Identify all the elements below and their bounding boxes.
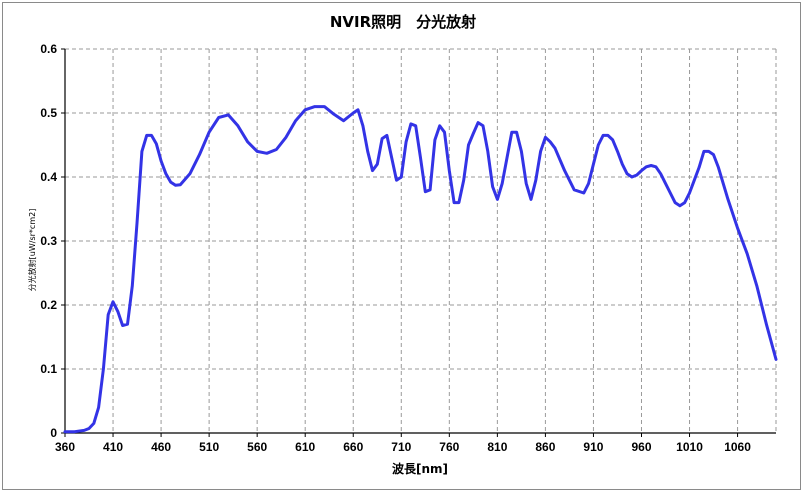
x-tick-label: 1060 bbox=[724, 440, 751, 454]
x-tick-label: 1010 bbox=[676, 440, 703, 454]
y-tick-label: 0.3 bbox=[40, 234, 57, 248]
y-tick-labels: 0 0.1 0.2 0.3 0.4 0.5 0.6 bbox=[40, 42, 57, 440]
x-tick-label: 610 bbox=[295, 440, 315, 454]
grid-lines bbox=[65, 48, 777, 433]
x-tick-label: 760 bbox=[439, 440, 459, 454]
y-tick-label: 0.1 bbox=[40, 362, 57, 376]
y-axis-label: 分光放射[uW/sr*cm2] bbox=[27, 209, 37, 292]
x-tick-labels: 360 410 460 510 560 610 660 710 760 810 860 910 960 1… bbox=[55, 440, 751, 454]
x-tick-label: 660 bbox=[343, 440, 363, 454]
axes bbox=[61, 48, 776, 437]
x-tick-label: 910 bbox=[583, 440, 603, 454]
chart-title: NVIR照明 分光放射 bbox=[330, 13, 476, 31]
y-tick-label: 0.6 bbox=[40, 42, 57, 56]
series-line bbox=[63, 105, 778, 434]
y-tick-label: 0 bbox=[50, 426, 57, 440]
y-tick-label: 0.2 bbox=[40, 298, 57, 312]
x-tick-label: 860 bbox=[535, 440, 555, 454]
x-tick-label: 560 bbox=[247, 440, 267, 454]
x-axis-label: 波長[nm] bbox=[392, 461, 448, 476]
y-tick-label: 0.5 bbox=[40, 106, 57, 120]
y-tick-label: 0.4 bbox=[40, 170, 57, 184]
x-tick-label: 960 bbox=[631, 440, 651, 454]
x-tick-label: 360 bbox=[55, 440, 75, 454]
x-tick-label: 460 bbox=[151, 440, 171, 454]
x-tick-label: 810 bbox=[487, 440, 507, 454]
x-tick-label: 410 bbox=[103, 440, 123, 454]
x-tick-label: 710 bbox=[391, 440, 411, 454]
x-tick-label: 510 bbox=[199, 440, 219, 454]
